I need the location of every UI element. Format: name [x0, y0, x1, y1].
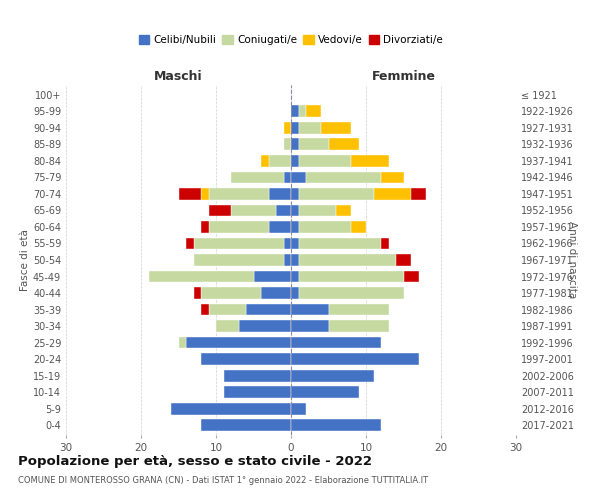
Bar [269, 221, 291, 233]
Bar [284, 138, 291, 150]
Bar [284, 254, 291, 266]
Bar [149, 270, 254, 282]
Text: Popolazione per età, sesso e stato civile - 2022: Popolazione per età, sesso e stato civil… [18, 455, 372, 468]
Bar [381, 172, 404, 183]
Bar [299, 122, 321, 134]
Bar [291, 304, 329, 316]
Bar [223, 386, 291, 398]
Bar [299, 238, 381, 250]
Bar [291, 221, 299, 233]
Bar [291, 188, 299, 200]
Bar [291, 287, 299, 299]
Bar [291, 238, 299, 250]
Bar [223, 370, 291, 382]
Bar [291, 270, 299, 282]
Bar [284, 172, 291, 183]
Bar [299, 287, 404, 299]
Bar [193, 238, 284, 250]
Bar [329, 320, 389, 332]
Legend: Celibi/Nubili, Coniugati/e, Vedovi/e, Divorziati/e: Celibi/Nubili, Coniugati/e, Vedovi/e, Di… [134, 30, 448, 49]
Text: COMUNE DI MONTEROSSO GRANA (CN) - Dati ISTAT 1° gennaio 2022 - Elaborazione TUTT: COMUNE DI MONTEROSSO GRANA (CN) - Dati I… [18, 476, 428, 485]
Bar [209, 304, 246, 316]
Bar [193, 287, 201, 299]
Bar [269, 188, 291, 200]
Bar [291, 106, 299, 118]
Bar [291, 155, 299, 167]
Bar [351, 221, 366, 233]
Bar [329, 304, 389, 316]
Bar [299, 221, 351, 233]
Bar [291, 370, 373, 382]
Bar [201, 188, 209, 200]
Bar [193, 254, 284, 266]
Bar [171, 402, 291, 414]
Bar [291, 320, 329, 332]
Bar [201, 287, 261, 299]
Bar [186, 336, 291, 348]
Bar [329, 138, 359, 150]
Bar [299, 270, 404, 282]
Bar [381, 238, 389, 250]
Bar [299, 155, 351, 167]
Bar [201, 221, 209, 233]
Bar [306, 106, 321, 118]
Bar [291, 122, 299, 134]
Bar [186, 238, 193, 250]
Bar [291, 138, 299, 150]
Bar [209, 221, 269, 233]
Bar [291, 386, 359, 398]
Bar [179, 336, 186, 348]
Bar [291, 402, 306, 414]
Bar [231, 172, 284, 183]
Y-axis label: Fasce di età: Fasce di età [20, 229, 30, 291]
Bar [299, 138, 329, 150]
Bar [299, 106, 306, 118]
Bar [284, 122, 291, 134]
Bar [261, 287, 291, 299]
Bar [299, 204, 336, 216]
Bar [246, 304, 291, 316]
Bar [321, 122, 351, 134]
Bar [291, 172, 306, 183]
Text: Maschi: Maschi [154, 70, 203, 84]
Bar [306, 172, 381, 183]
Bar [291, 353, 419, 365]
Bar [209, 188, 269, 200]
Bar [201, 304, 209, 316]
Bar [299, 254, 396, 266]
Bar [411, 188, 426, 200]
Y-axis label: Anni di nascita: Anni di nascita [566, 222, 577, 298]
Bar [291, 336, 381, 348]
Bar [373, 188, 411, 200]
Bar [231, 204, 276, 216]
Bar [201, 353, 291, 365]
Bar [396, 254, 411, 266]
Bar [299, 188, 373, 200]
Text: Femmine: Femmine [371, 70, 436, 84]
Bar [261, 155, 269, 167]
Bar [254, 270, 291, 282]
Bar [291, 204, 299, 216]
Bar [269, 155, 291, 167]
Bar [239, 320, 291, 332]
Bar [216, 320, 239, 332]
Bar [291, 254, 299, 266]
Bar [351, 155, 389, 167]
Bar [276, 204, 291, 216]
Bar [291, 419, 381, 431]
Bar [284, 238, 291, 250]
Bar [336, 204, 351, 216]
Bar [404, 270, 419, 282]
Bar [179, 188, 201, 200]
Bar [209, 204, 231, 216]
Bar [201, 419, 291, 431]
